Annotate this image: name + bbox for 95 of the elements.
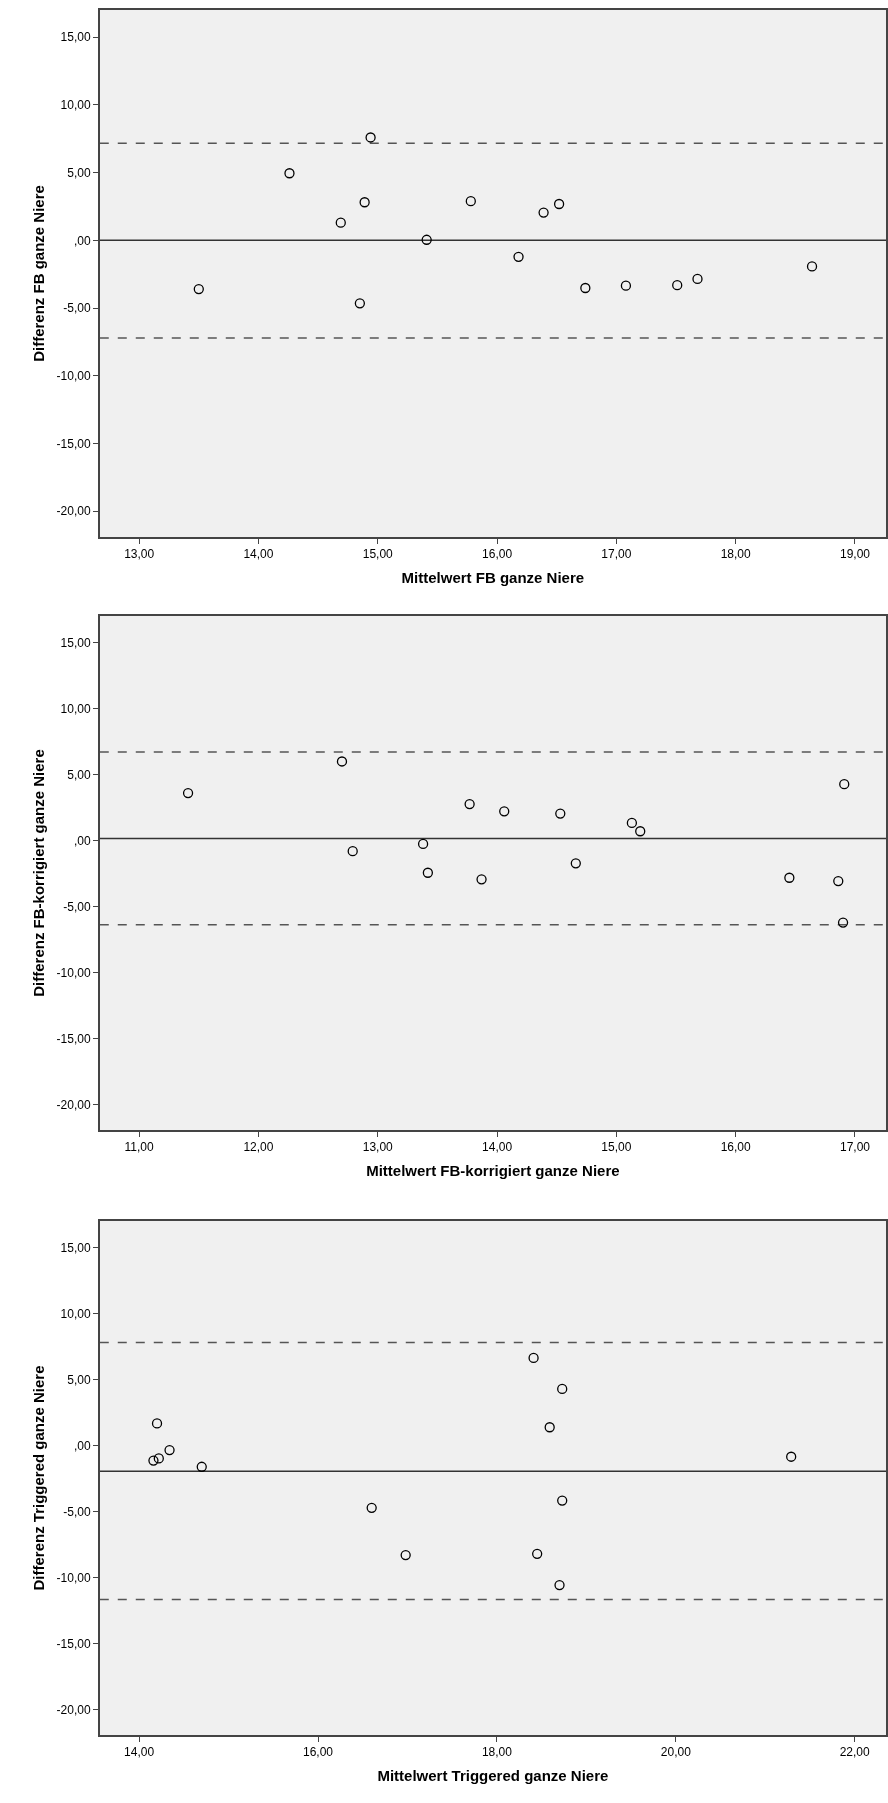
y-tick-label: 15,00 xyxy=(60,635,91,650)
point xyxy=(635,826,646,837)
x-tick-label: 16,00 xyxy=(303,1745,334,1760)
point xyxy=(544,1422,555,1433)
y-tick-label: 5,00 xyxy=(67,165,91,180)
x-tick-label: 15,00 xyxy=(601,1140,632,1155)
point xyxy=(672,280,683,291)
x-tick-label: 16,00 xyxy=(482,547,513,562)
point xyxy=(839,779,850,790)
x-tick-label: 13,00 xyxy=(124,547,155,562)
y-tick-label: -10,00 xyxy=(56,368,91,383)
point xyxy=(196,1461,207,1472)
y-tick-label: 15,00 xyxy=(60,1240,91,1255)
x-tick-label: 13,00 xyxy=(362,1140,394,1155)
x-tick-label: 18,00 xyxy=(481,1745,513,1760)
point xyxy=(347,846,358,857)
x-tick-label: 22,00 xyxy=(839,1745,871,1760)
x-tick-label: 17,00 xyxy=(601,547,632,562)
point xyxy=(182,787,194,799)
x-tick-label: 17,00 xyxy=(839,1140,871,1155)
point xyxy=(422,867,434,878)
point xyxy=(417,838,429,850)
x-tick-label: 12,00 xyxy=(243,1140,274,1155)
y-tick-label: 10,00 xyxy=(60,98,91,113)
point xyxy=(553,198,565,210)
point xyxy=(400,1549,411,1561)
point xyxy=(284,168,295,179)
x-axis-title: Mittelwert FB-korrigiert ganze Niere xyxy=(366,1161,620,1179)
point xyxy=(557,1495,568,1506)
y-tick-label: -10,00 xyxy=(56,965,91,980)
point xyxy=(421,234,432,245)
x-tick-label: 20,00 xyxy=(660,1745,692,1760)
y-axis-title: Differenz Triggered ganze Niere xyxy=(30,1365,48,1591)
y-tick-label: 15,00 xyxy=(60,30,91,45)
point xyxy=(499,806,510,817)
point xyxy=(580,282,591,294)
point xyxy=(620,280,632,291)
point xyxy=(366,1502,377,1514)
point xyxy=(153,1453,164,1464)
point xyxy=(354,298,366,309)
y-tick-label: -15,00 xyxy=(56,1032,91,1047)
x-axis-title: Mittelwert FB ganze Niere xyxy=(401,568,585,586)
x-tick-label: 14,00 xyxy=(243,547,274,562)
y-tick-label: 5,00 xyxy=(67,767,91,782)
y-tick-label: -20,00 xyxy=(56,1703,91,1718)
x-tick-label: 19,00 xyxy=(839,547,871,562)
point xyxy=(786,1451,797,1462)
y-axis-title: Differenz FB ganze Niere xyxy=(30,185,48,362)
point xyxy=(837,917,849,928)
y-tick-label: ,00 xyxy=(73,233,91,248)
x-tick-label: 14,00 xyxy=(124,1745,155,1760)
point xyxy=(148,1455,159,1466)
point xyxy=(554,1579,565,1591)
x-tick-label: 14,00 xyxy=(482,1140,513,1155)
y-tick-label: ,00 xyxy=(73,833,91,848)
point xyxy=(784,872,795,883)
point xyxy=(359,197,370,208)
point xyxy=(336,756,348,767)
point xyxy=(626,817,638,829)
x-tick-label: 18,00 xyxy=(720,547,752,562)
point xyxy=(692,273,703,285)
y-tick-label: -5,00 xyxy=(63,899,91,914)
y-tick-label: -15,00 xyxy=(56,1637,91,1652)
point xyxy=(151,1418,163,1429)
y-tick-label: ,00 xyxy=(73,1438,91,1453)
y-axis-title: Differenz FB-korrigiert ganze Niere xyxy=(30,749,48,997)
point xyxy=(538,207,549,218)
point xyxy=(528,1352,539,1364)
point xyxy=(806,261,818,272)
point xyxy=(833,875,844,887)
point xyxy=(464,798,475,810)
point xyxy=(193,283,204,295)
y-tick-label: -20,00 xyxy=(56,1098,91,1113)
point xyxy=(513,251,524,262)
x-tick-label: 16,00 xyxy=(720,1140,752,1155)
y-tick-label: 10,00 xyxy=(60,701,91,716)
point xyxy=(570,858,581,869)
y-tick-label: -5,00 xyxy=(63,1504,91,1519)
x-axis-title: Mittelwert Triggered ganze Niere xyxy=(377,1766,609,1784)
y-tick-label: -15,00 xyxy=(56,436,91,451)
point xyxy=(335,217,346,228)
y-tick-label: 10,00 xyxy=(60,1306,91,1321)
y-tick-label: -5,00 xyxy=(63,301,91,316)
point xyxy=(555,808,566,819)
point xyxy=(365,132,376,143)
y-tick-label: -10,00 xyxy=(56,1570,91,1585)
y-tick-label: 5,00 xyxy=(67,1372,91,1387)
y-tick-label: -20,00 xyxy=(56,504,91,519)
point xyxy=(465,196,476,207)
x-tick-label: 11,00 xyxy=(124,1140,155,1155)
point xyxy=(476,874,487,885)
point xyxy=(557,1383,568,1395)
point xyxy=(164,1444,175,1456)
point xyxy=(532,1548,543,1559)
x-tick-label: 15,00 xyxy=(362,547,394,562)
